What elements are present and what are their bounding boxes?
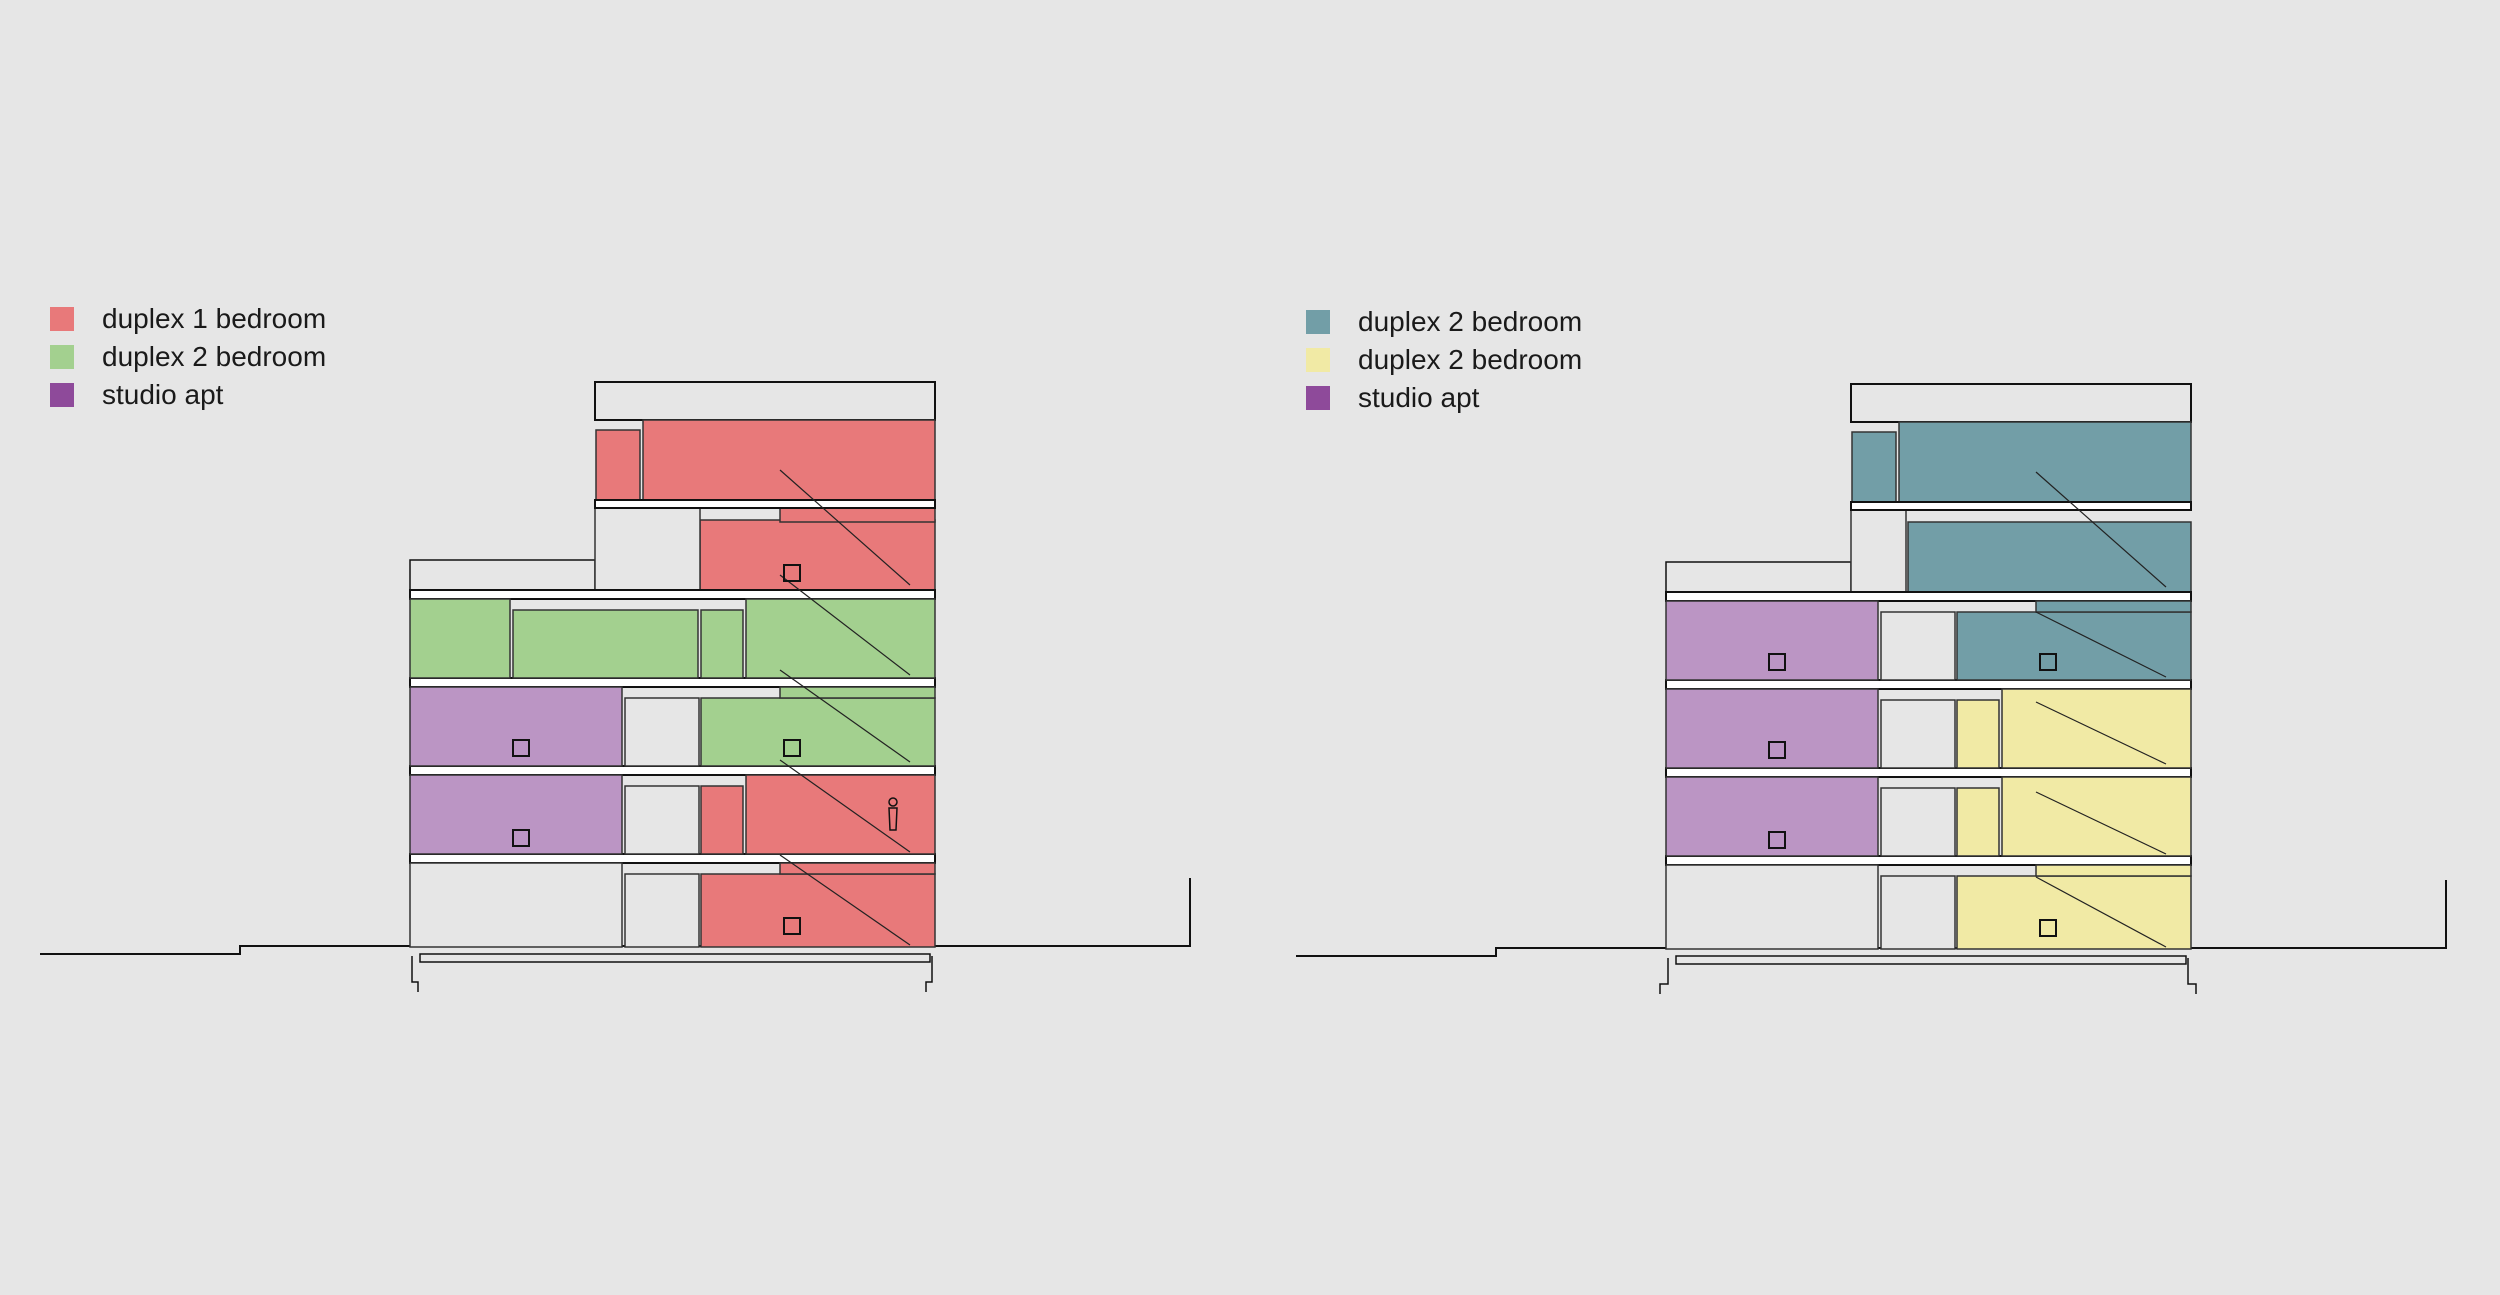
legend-label: studio apt <box>102 379 224 410</box>
legend-label: duplex 2 bedroom <box>1358 344 1583 375</box>
roof-parapet <box>1850 383 2192 423</box>
legend-label: duplex 2 bedroom <box>102 341 327 372</box>
kitchen-icon <box>512 564 801 935</box>
legend-item: studio apt <box>50 376 326 414</box>
slab <box>1665 591 2192 602</box>
legend-label: duplex 2 bedroom <box>1358 306 1583 337</box>
person-figure-icon <box>888 797 898 831</box>
slab <box>1665 679 2192 690</box>
slab <box>409 853 936 864</box>
ground-line <box>1296 880 2447 957</box>
slab <box>409 677 936 688</box>
stairs <box>2035 471 2167 948</box>
roof-unit-teal <box>1850 421 2192 596</box>
legend-left: duplex 1 bedroom duplex 2 bedroom studio… <box>50 300 326 414</box>
legend-swatch-red <box>50 307 74 331</box>
legend-swatch-purple <box>50 383 74 407</box>
roof-parapet <box>594 381 936 421</box>
slab <box>1665 767 2192 778</box>
legend-item: duplex 2 bedroom <box>50 338 326 376</box>
level-2-units <box>1665 776 2192 857</box>
building-section-left <box>40 381 1191 992</box>
level-4-units <box>409 598 936 679</box>
legend-swatch-teal <box>1306 310 1330 334</box>
slab <box>594 499 936 509</box>
ground-line <box>40 878 1191 955</box>
level-1-units <box>1665 864 2192 950</box>
legend-item: duplex 1 bedroom <box>50 300 326 338</box>
legend-swatch-yellow <box>1306 348 1330 372</box>
legend-right: duplex 2 bedroom duplex 2 bedroom studio… <box>1306 303 1582 417</box>
level-2-units <box>409 774 936 855</box>
foundation <box>1659 958 1669 994</box>
kitchen-icon <box>1768 653 2057 937</box>
legend-label: studio apt <box>1358 382 1480 413</box>
legend-item: duplex 2 bedroom <box>1306 303 1582 341</box>
legend-label: duplex 1 bedroom <box>102 303 327 334</box>
level-3-units <box>409 686 936 767</box>
level-3-units <box>1665 688 2192 769</box>
legend-swatch-purple <box>1306 386 1330 410</box>
level-1-units <box>409 862 936 948</box>
slab <box>409 765 936 776</box>
legend-item: duplex 2 bedroom <box>1306 341 1582 379</box>
slab <box>1665 855 2192 866</box>
legend-item: studio apt <box>1306 379 1582 417</box>
legend-swatch-green <box>50 345 74 369</box>
slab <box>409 589 936 600</box>
slab <box>1850 501 2192 511</box>
foundation <box>411 956 419 992</box>
level-4-units <box>1665 600 2192 681</box>
stairs <box>779 469 911 946</box>
building-section-right <box>1296 383 2447 994</box>
